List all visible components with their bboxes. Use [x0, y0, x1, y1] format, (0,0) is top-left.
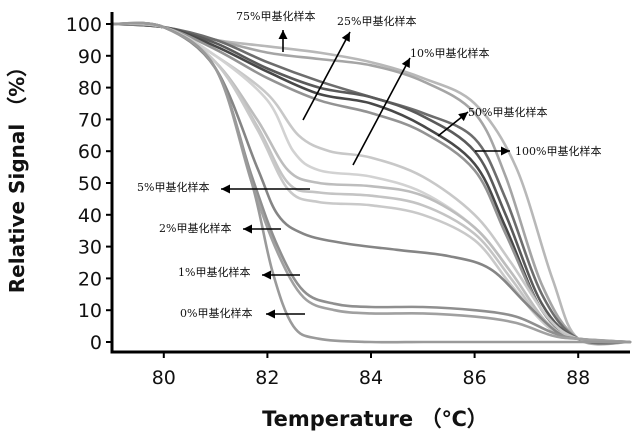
- annotation-arrow-head: [341, 32, 350, 43]
- series-line-11: [110, 22, 632, 344]
- annotation-label: 0%甲基化样本: [180, 306, 252, 320]
- annotation-arrow-head: [458, 112, 468, 122]
- series-line-4: [110, 22, 632, 344]
- x-tick-label: 84: [359, 367, 383, 389]
- annotation-arrow-head: [401, 58, 410, 69]
- series-group: [110, 21, 632, 346]
- annotation-group: 75%甲基化样本 25%甲基化样本 10%甲基化样本 50%甲基化样本 100%甲基化样…: [137, 9, 601, 320]
- y-tick-label: 50: [78, 173, 102, 195]
- y-tick-label: 10: [78, 300, 102, 322]
- x-tick-label: 88: [566, 367, 590, 389]
- annotation-label: 1%甲基化样本: [178, 265, 250, 279]
- annotation-label: 5%甲基化样本: [137, 180, 209, 194]
- x-tick-label: 82: [255, 367, 279, 389]
- annotation-label: 2%甲基化样本: [159, 221, 231, 235]
- annotation-arrow-line: [352, 57, 411, 166]
- tick-group: 80 82 84 86 88 0 10 20 30 40 50 60 70 80 90 100: [66, 14, 591, 389]
- annotation-arrow-head: [243, 224, 252, 234]
- series-line-15: [110, 21, 632, 344]
- annotation-label: 50%甲基化样本: [468, 105, 547, 119]
- annotation-arrow-head: [221, 184, 230, 194]
- arrow-group: [221, 30, 510, 319]
- y-axis-title: Relative Signal （%）: [5, 57, 29, 293]
- y-tick-label: 60: [78, 141, 102, 163]
- series-line-3: [110, 22, 632, 345]
- x-axis-title: Temperature （℃）: [262, 407, 488, 431]
- x-tick-label: 80: [152, 367, 176, 389]
- y-tick-label: 20: [78, 268, 102, 290]
- annotation-label: 10%甲基化样本: [410, 46, 489, 60]
- y-tick-label: 80: [78, 78, 102, 100]
- annotation-arrow-head: [278, 30, 288, 39]
- annotation-arrow-line: [302, 31, 351, 121]
- y-tick-label: 0: [90, 332, 102, 354]
- y-tick-label: 40: [78, 205, 102, 227]
- y-tick-label: 30: [78, 237, 102, 259]
- y-tick-label: 100: [66, 14, 102, 36]
- x-tick-label: 86: [463, 367, 487, 389]
- y-tick-label: 90: [78, 46, 102, 68]
- annotation-label: 25%甲基化样本: [337, 14, 416, 28]
- annotation-arrow-head: [262, 270, 271, 280]
- annotation-label: 100%甲基化样本: [515, 144, 601, 158]
- annotation-arrow-head: [501, 146, 510, 156]
- annotation-label: 75%甲基化样本: [236, 9, 315, 23]
- y-tick-label: 70: [78, 109, 102, 131]
- annotation-arrow-head: [266, 309, 275, 319]
